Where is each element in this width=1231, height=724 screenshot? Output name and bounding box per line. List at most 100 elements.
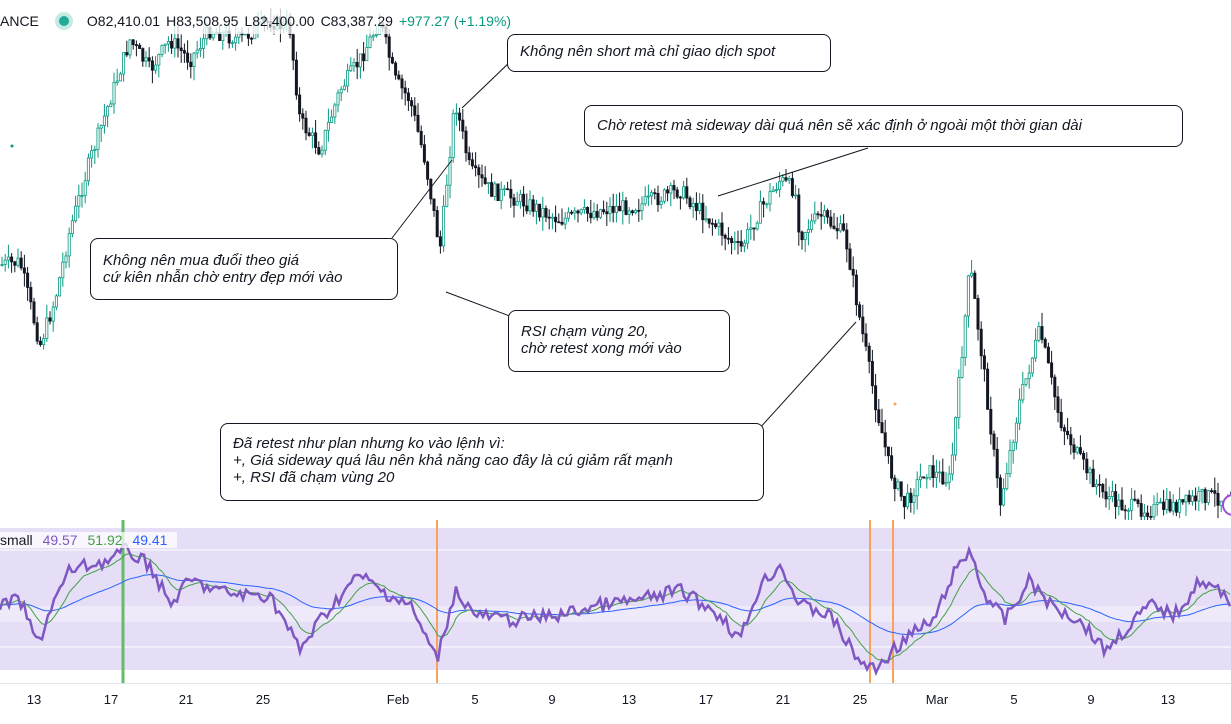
candle-body <box>627 210 631 215</box>
candle-body <box>595 211 599 218</box>
candle-body <box>611 206 615 213</box>
price-chart[interactable] <box>0 0 1231 520</box>
candle-body <box>826 210 830 218</box>
candle-body <box>413 105 417 116</box>
rsi-pane[interactable] <box>0 520 1231 683</box>
candle-body <box>1165 499 1169 510</box>
candle-body <box>42 338 46 345</box>
ohlc-low: L82,400.00 <box>244 13 315 29</box>
candle-body <box>845 229 849 250</box>
candle-body <box>723 234 727 239</box>
candle-body <box>570 211 574 214</box>
candle-body <box>323 129 327 151</box>
candle-body <box>1037 326 1041 341</box>
annotation-sideway[interactable]: Chờ retest mà sideway dài quá nên sẽ xác… <box>584 105 1183 147</box>
candle-body <box>592 211 596 219</box>
candle-body <box>1069 434 1073 446</box>
candle-body <box>672 185 676 191</box>
candle-body <box>474 165 478 169</box>
candle-body <box>51 306 55 322</box>
time-axis[interactable]: 13 17 21 25 Feb 5 9 13 17 21 25 Mar 5 9 … <box>0 683 1231 724</box>
ohlc-high: H83,508.95 <box>166 13 239 29</box>
candle-body <box>426 161 430 180</box>
candle-body <box>170 41 174 49</box>
candle-body <box>736 241 740 243</box>
candle-body <box>38 340 42 345</box>
candle-body <box>880 422 884 434</box>
candle-body <box>973 272 977 299</box>
candle-body <box>1034 339 1038 359</box>
ohlc-legend: ANCE O82,410.01 H83,508.95 L82,400.00 C8… <box>0 8 518 34</box>
candle-body <box>1082 453 1086 460</box>
candle-body <box>637 209 641 212</box>
candle-body <box>554 216 558 223</box>
candle-body <box>986 368 990 410</box>
candle-body <box>963 315 967 358</box>
candle-body <box>230 42 234 45</box>
candle-body <box>691 202 695 208</box>
candle-body <box>816 213 820 216</box>
candle-body <box>1178 499 1182 513</box>
candle-body <box>838 223 842 232</box>
candle-body <box>522 193 526 207</box>
candle-body <box>470 159 474 167</box>
candle-body <box>179 47 183 51</box>
annotation-rsi20[interactable]: RSI chạm vùng 20, chờ retest xong mới và… <box>508 310 730 372</box>
candle-body <box>122 52 126 75</box>
candle-body <box>176 38 180 49</box>
candle-body <box>995 448 999 479</box>
candle-body <box>755 222 759 230</box>
candle-body <box>954 417 958 456</box>
candle-body <box>966 275 970 317</box>
candle-body <box>598 209 602 218</box>
candle-body <box>1091 468 1095 488</box>
candle-body <box>163 43 167 46</box>
candle-body <box>797 194 801 233</box>
candle-body <box>483 177 487 184</box>
candle-body <box>1094 483 1098 488</box>
candle-body <box>86 157 90 182</box>
candle-body <box>125 52 129 56</box>
candle-body <box>422 144 426 163</box>
candle-body <box>739 241 743 247</box>
time-label: 21 <box>178 692 194 707</box>
candle-body <box>704 218 708 221</box>
leader-short <box>461 59 513 109</box>
ohlc-change: +977.27 (+1.19%) <box>398 13 512 29</box>
candle-body <box>454 112 458 115</box>
candle-body <box>624 200 628 215</box>
candle-body <box>694 202 698 212</box>
candle-body <box>198 48 202 51</box>
candle-body <box>147 57 151 62</box>
candle-body <box>803 232 807 241</box>
candle-body <box>947 473 951 483</box>
candle-body <box>557 221 561 224</box>
candle-body <box>29 287 33 303</box>
candle-body <box>458 112 462 121</box>
time-label: 13 <box>621 692 637 707</box>
candle-body <box>1027 372 1031 380</box>
annotation-buy-chase[interactable]: Không nên mua đuổi theo giá cứ kiên nhẫn… <box>90 238 398 300</box>
rsi-indicator-name[interactable]: small <box>0 532 33 548</box>
candle-body <box>586 207 590 214</box>
candle-body <box>320 149 324 155</box>
candle-body <box>477 167 481 176</box>
annotation-retest[interactable]: Đã retest như plan nhưng ko vào lệnh vì:… <box>220 423 764 501</box>
candle-body <box>806 229 810 233</box>
candle-body <box>317 147 321 155</box>
candle-body <box>349 65 353 72</box>
candle-body <box>131 39 135 46</box>
candle-body <box>970 272 974 277</box>
candle-body <box>1171 501 1175 512</box>
candle-body <box>390 56 394 64</box>
time-label: 17 <box>698 692 714 707</box>
candle-body <box>1133 498 1137 501</box>
candle-body <box>109 103 113 108</box>
candle-body <box>138 44 142 49</box>
candle-body <box>794 194 798 197</box>
annotation-short[interactable]: Không nên short mà chỉ giao dịch spot <box>507 34 831 72</box>
candle-body <box>608 206 612 215</box>
candle-body <box>634 209 638 214</box>
candle-body <box>6 256 10 261</box>
symbol-name[interactable]: ANCE <box>0 13 39 29</box>
